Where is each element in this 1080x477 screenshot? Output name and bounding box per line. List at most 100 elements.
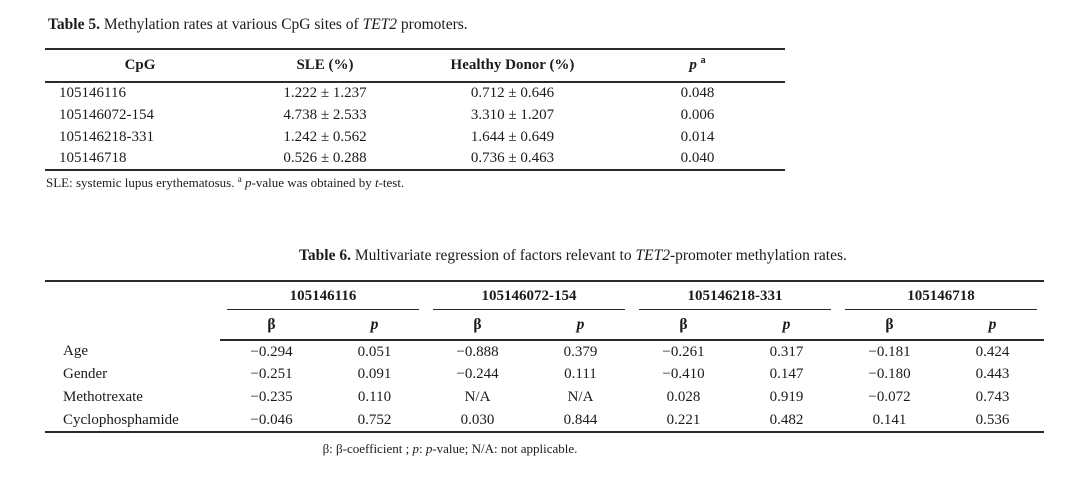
table6-caption-label: Table 6.: [299, 247, 351, 264]
table6-caption: Table 6. Multivariate regression of fact…: [299, 247, 847, 265]
table-row: 105146218-331 1.242 ± 0.562 1.644 ± 0.64…: [45, 126, 785, 148]
table6-group-header-row: 105146116 105146072-154 105146218-331 10…: [45, 281, 1044, 310]
cell-healthy: 0.712 ± 0.646: [470, 85, 555, 101]
footnote-p-italic: p: [412, 441, 419, 456]
value-cell: 0.221: [666, 411, 701, 428]
beta-symbol: β: [267, 315, 276, 333]
value-cell: N/A: [567, 389, 594, 405]
footnote-text: β: β-coefficient ;: [322, 441, 413, 456]
subcol-header-beta: β: [426, 310, 529, 341]
value-cell: −0.046: [250, 411, 293, 428]
col-header-healthy-donor: Healthy Donor (%): [415, 49, 610, 83]
row-label: Cyclophosphamide: [63, 411, 179, 428]
value-cell: 0.379: [563, 343, 598, 360]
value-cell: 0.317: [769, 343, 804, 360]
value-cell: 0.051: [357, 343, 392, 360]
cell-p: 0.048: [680, 85, 715, 101]
value-cell: N/A: [464, 389, 491, 405]
footnote-p-italic: p: [425, 441, 433, 456]
value-cell: −0.072: [868, 389, 911, 405]
table-row: Cyclophosphamide −0.046 0.752 0.030 0.84…: [45, 409, 1044, 432]
value-cell: 0.844: [563, 411, 598, 428]
cell-healthy: 0.736 ± 0.463: [470, 150, 555, 166]
value-cell: 0.091: [357, 366, 392, 382]
cell-sle: 1.222 ± 1.237: [283, 85, 367, 101]
value-cell: −0.181: [868, 343, 911, 360]
value-cell: 0.147: [769, 366, 804, 382]
col-header-p-superscript: a: [700, 55, 706, 66]
value-cell: 0.743: [975, 389, 1010, 405]
table5-caption-label: Table 5.: [48, 16, 100, 33]
table-row: Gender −0.251 0.091 −0.244 0.111 −0.410 …: [45, 363, 1044, 386]
col-header-p: p a: [610, 49, 785, 83]
table-row: 105146116 1.222 ± 1.237 0.712 ± 0.646 0.…: [45, 82, 785, 104]
value-cell: 0.752: [357, 411, 392, 428]
gene-name-tet2: TET2: [362, 16, 398, 33]
table5-caption-text: Methylation rates at various CpG sites o…: [99, 16, 363, 33]
value-cell: 0.919: [769, 389, 804, 405]
footnote-text: -test.: [378, 175, 405, 190]
footnote-superscript-a: a: [237, 174, 242, 184]
footnote-p-italic: p: [241, 175, 252, 190]
value-cell: 0.030: [460, 411, 495, 428]
value-cell: 0.443: [975, 366, 1010, 382]
value-cell: −0.180: [868, 366, 911, 382]
value-cell: −0.261: [662, 343, 705, 360]
cell-sle: 1.242 ± 0.562: [283, 128, 367, 145]
table-row: Age −0.294 0.051 −0.888 0.379 −0.261 0.3…: [45, 340, 1044, 363]
cell-healthy: 1.644 ± 0.649: [470, 128, 555, 145]
table5-caption: Table 5. Methylation rates at various Cp…: [48, 16, 468, 34]
col-header-sle: SLE (%): [235, 49, 415, 83]
p-symbol: p: [988, 315, 997, 333]
value-cell: −0.244: [456, 366, 499, 382]
table-row: 105146072-154 4.738 ± 2.533 3.310 ± 1.20…: [45, 104, 785, 126]
beta-symbol: β: [679, 315, 688, 333]
value-cell: 0.536: [975, 411, 1010, 428]
row-label: Gender: [63, 366, 108, 382]
col-header-p-label: p: [689, 57, 697, 73]
beta-symbol: β: [885, 315, 894, 333]
subcol-header-beta: β: [632, 310, 735, 341]
footnote-text: :: [418, 441, 426, 456]
value-cell: −0.410: [662, 366, 705, 382]
footnote-t-italic: t: [374, 175, 379, 190]
cell-cpg: 105146218-331: [59, 128, 154, 145]
p-symbol: p: [370, 315, 379, 333]
cell-p: 0.040: [680, 150, 715, 166]
subcol-header-beta: β: [220, 310, 323, 341]
table5-methylation-rates: CpG SLE (%) Healthy Donor (%) p a 105146…: [45, 48, 785, 171]
group-header: 105146116: [220, 281, 426, 310]
col-header-sle-label: SLE (%): [296, 57, 354, 73]
subcol-header-p: p: [529, 310, 632, 341]
table-row: 105146718 0.526 ± 0.288 0.736 ± 0.463 0.…: [45, 148, 785, 170]
value-cell: 0.482: [769, 411, 804, 428]
table5-footnote: SLE: systemic lupus erythematosus. a p-v…: [46, 175, 404, 191]
cell-sle: 0.526 ± 0.288: [283, 150, 367, 166]
row-label: Methotrexate: [63, 389, 143, 405]
value-cell: −0.888: [456, 343, 499, 360]
cell-healthy: 3.310 ± 1.207: [470, 106, 555, 123]
value-cell: −0.294: [250, 343, 293, 360]
footnote-text: -value; N/A: not applicable.: [432, 441, 578, 456]
subcol-header-p: p: [735, 310, 838, 341]
value-cell: 0.028: [666, 389, 701, 405]
table6-footnote: β: β-coefficient ; p: p-value; N/A: not …: [45, 441, 855, 457]
subcol-header-p: p: [941, 310, 1044, 341]
table6-subheader-row: β p β p β p β p: [45, 310, 1044, 341]
table6-multivariate-regression: 105146116 105146072-154 105146218-331 10…: [45, 280, 1044, 433]
subcol-header-beta: β: [838, 310, 941, 341]
row-label: Age: [63, 343, 88, 359]
value-cell: 0.110: [357, 389, 392, 405]
value-cell: 0.111: [564, 366, 597, 382]
group-header: 105146718: [838, 281, 1044, 310]
stub-header-empty: [45, 281, 220, 340]
col-header-cpg: CpG: [45, 49, 235, 83]
table5-caption-tail: promoters.: [397, 16, 468, 33]
table6-caption-text: Multivariate regression of factors relev…: [350, 247, 636, 264]
table-row: Methotrexate −0.235 0.110 N/A N/A 0.028 …: [45, 386, 1044, 409]
subcol-header-p: p: [323, 310, 426, 341]
table5-header-row: CpG SLE (%) Healthy Donor (%) p a: [45, 49, 785, 83]
footnote-text: -value was obtained by: [251, 175, 375, 190]
cell-cpg: 105146072-154: [59, 106, 154, 123]
gene-name-tet2: TET2: [635, 247, 670, 264]
